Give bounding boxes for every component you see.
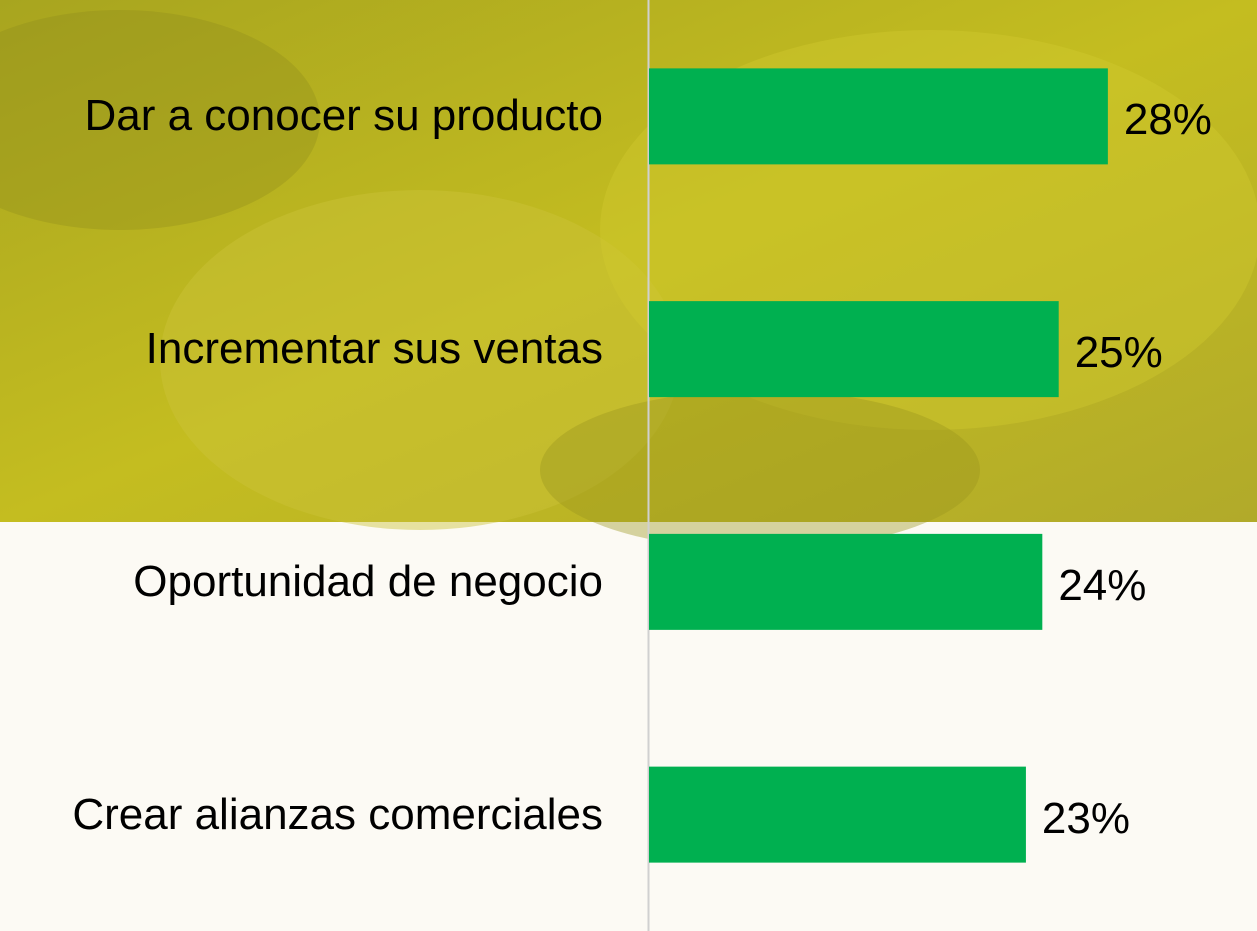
value-label: 24% [1058, 560, 1146, 612]
category-label: Dar a conocer su producto [20, 90, 603, 142]
category-label: Oportunidad de negocio [20, 556, 603, 608]
bar [649, 68, 1108, 164]
value-label: 23% [1042, 793, 1130, 845]
value-label: 25% [1075, 327, 1163, 379]
category-label: Incrementar sus ventas [20, 323, 603, 375]
chart: Dar a conocer su producto 28% Incrementar … [0, 0, 1257, 931]
leaf-texture [540, 390, 980, 550]
category-label: Crear alianzas comerciales [20, 789, 603, 841]
bar [649, 301, 1059, 397]
bar [649, 767, 1026, 863]
bar [649, 534, 1042, 630]
value-label: 28% [1124, 95, 1212, 147]
